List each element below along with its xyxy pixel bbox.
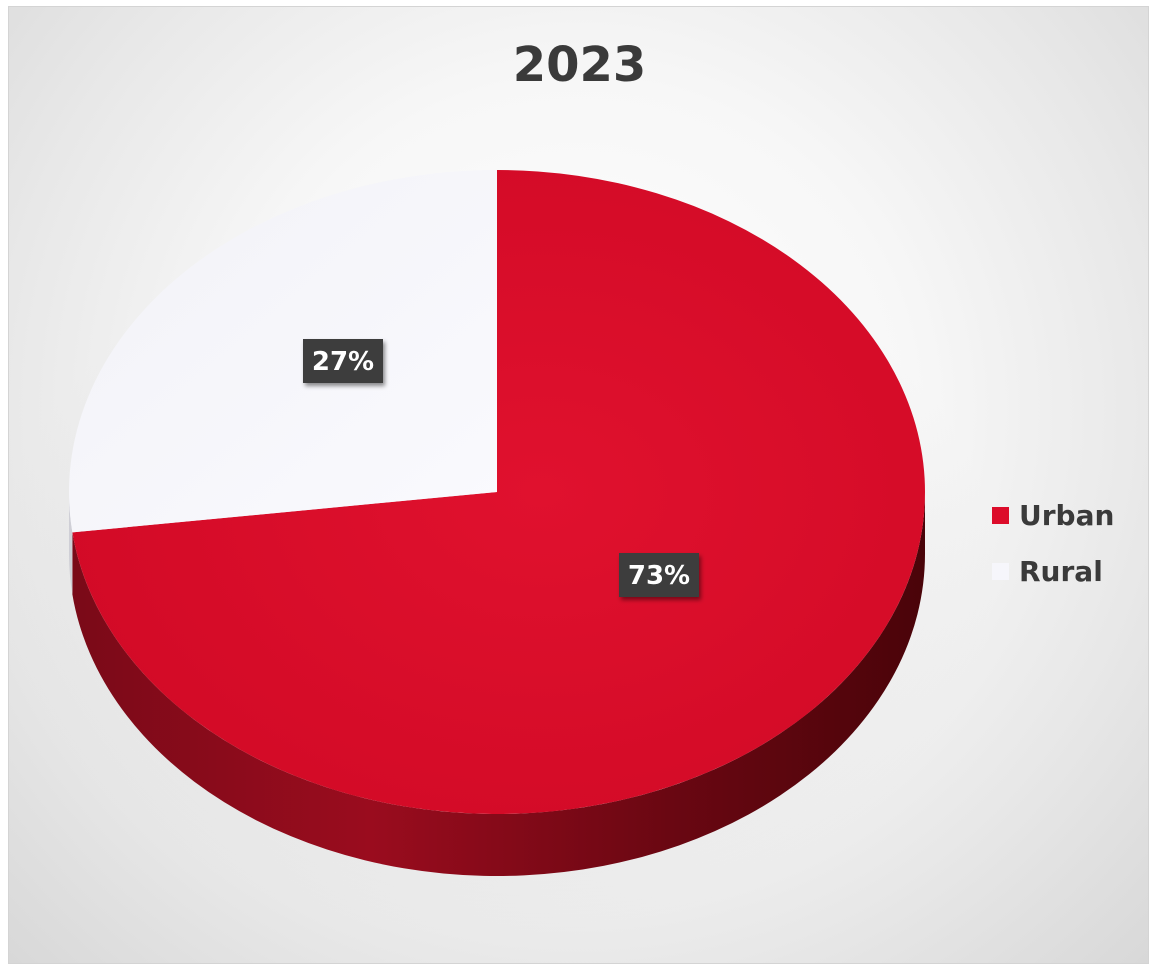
chart-title: 2023 — [512, 37, 647, 93]
legend-item-rural[interactable]: Rural — [992, 543, 1128, 599]
legend-label-urban: Urban — [1019, 498, 1115, 532]
chart-area: 2023 73% 27% — [8, 6, 1149, 964]
pie-chart: 73% 27% — [9, 170, 995, 934]
data-label-box-rural — [303, 339, 383, 383]
pie-slice-urban — [72, 170, 925, 814]
data-label-urban: 73% — [628, 561, 690, 591]
data-label-rural: 27% — [312, 347, 374, 377]
legend: Urban Rural — [992, 487, 1128, 599]
legend-label-rural: Rural — [1019, 554, 1103, 588]
data-label-box-urban — [619, 553, 699, 597]
legend-swatch-urban — [992, 506, 1009, 524]
legend-swatch-rural — [992, 562, 1009, 580]
legend-item-urban[interactable]: Urban — [992, 487, 1128, 543]
pie-side-urban — [72, 492, 926, 876]
pie-side-rural — [69, 492, 73, 595]
pie-slice-rural — [68, 170, 497, 533]
